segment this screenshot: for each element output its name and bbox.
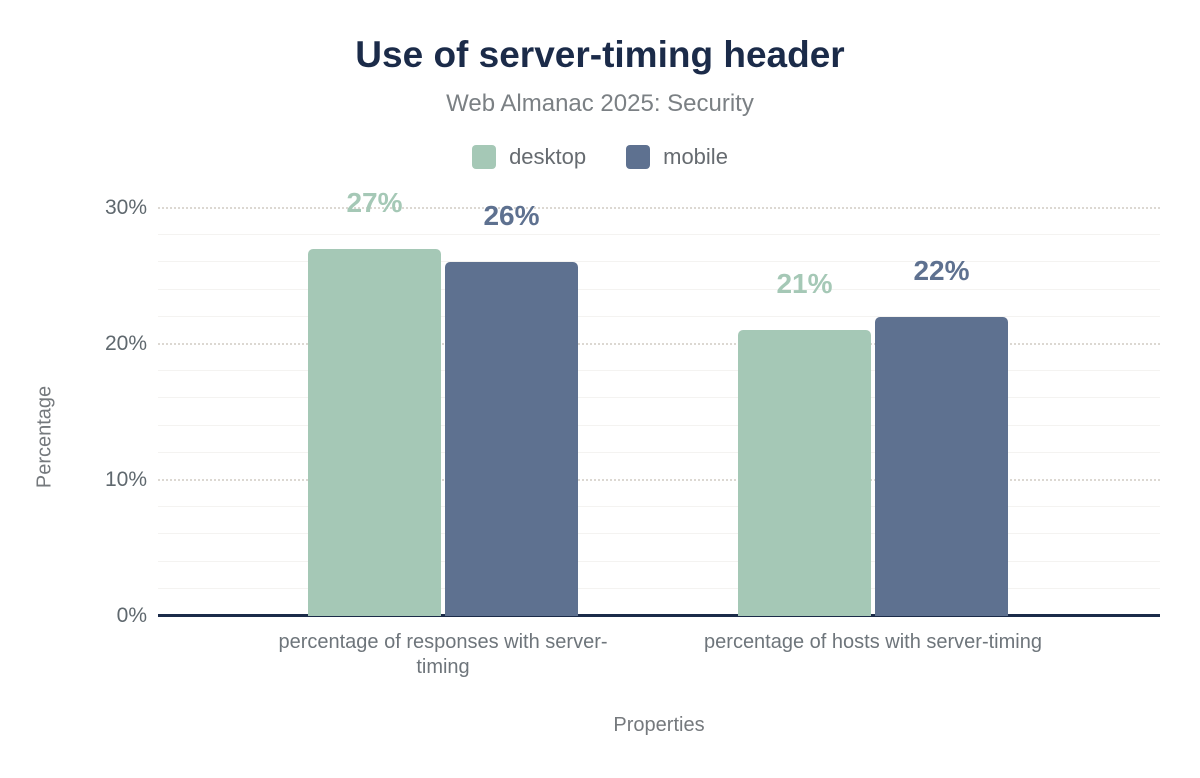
bar-mobile-1[interactable] xyxy=(875,316,1008,616)
major-gridline xyxy=(158,343,1160,345)
bar-desktop-0[interactable] xyxy=(308,248,441,616)
y-axis-title: Percentage xyxy=(33,385,56,489)
desktop-swatch-icon xyxy=(472,145,497,169)
major-gridline xyxy=(158,207,1160,209)
major-gridline xyxy=(158,479,1160,481)
minor-gridline xyxy=(158,506,1160,508)
minor-gridline xyxy=(158,397,1160,399)
legend-item-desktop[interactable]: desktop xyxy=(472,144,586,170)
mobile-swatch-icon xyxy=(626,145,651,169)
value-label-mobile-1: 22% xyxy=(913,254,970,286)
value-label-desktop-0: 27% xyxy=(346,186,403,218)
x-category-label: percentage of hosts with server-timing xyxy=(704,631,1042,653)
minor-gridline xyxy=(158,533,1160,535)
legend-label-desktop: desktop xyxy=(509,144,587,169)
legend-item-mobile[interactable]: mobile xyxy=(626,144,728,170)
minor-gridline xyxy=(158,451,1160,453)
value-label-desktop-1: 21% xyxy=(776,268,833,300)
minor-gridline xyxy=(158,234,1160,236)
minor-gridline xyxy=(158,288,1160,290)
bar-desktop-1[interactable] xyxy=(738,330,871,616)
minor-gridline xyxy=(158,315,1160,317)
minor-gridline xyxy=(158,424,1160,426)
x-category-label: percentage of responses with server-timi… xyxy=(278,631,608,678)
minor-gridline xyxy=(158,261,1160,263)
chart-subtitle: Web Almanac 2025: Security xyxy=(446,90,754,117)
minor-gridline xyxy=(158,560,1160,562)
legend: desktop mobile xyxy=(0,144,1200,170)
bar-mobile-0[interactable] xyxy=(445,262,578,616)
x-axis-line xyxy=(158,614,1160,617)
y-tick-label: 30% xyxy=(104,196,147,219)
value-label-mobile-0: 26% xyxy=(483,200,540,232)
chart-title: Use of server-timing header xyxy=(355,34,845,75)
y-tick-label: 10% xyxy=(104,468,147,491)
legend-label-mobile: mobile xyxy=(663,144,728,169)
minor-gridline xyxy=(158,370,1160,372)
y-tick-label: 20% xyxy=(104,332,147,355)
y-tick-label: 0% xyxy=(116,604,147,627)
minor-gridline xyxy=(158,587,1160,589)
x-axis-title: Properties xyxy=(613,714,705,736)
